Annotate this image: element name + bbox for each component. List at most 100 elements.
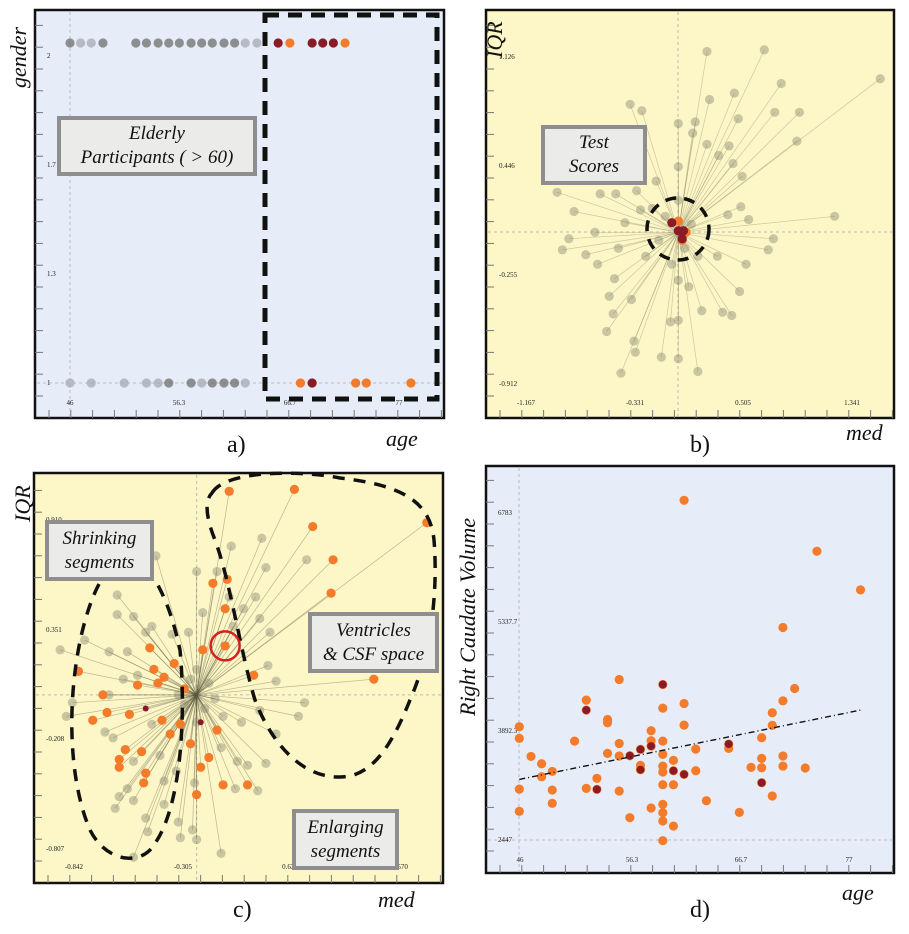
data-point[interactable]: [104, 647, 114, 657]
data-point[interactable]: [406, 378, 416, 388]
data-point[interactable]: [212, 566, 222, 577]
data-point[interactable]: [61, 711, 71, 721]
data-point[interactable]: [228, 621, 238, 631]
data-point[interactable]: [673, 118, 683, 129]
data-point-selected[interactable]: [141, 768, 151, 778]
data-point[interactable]: [251, 592, 261, 602]
data-point-selected[interactable]: [669, 766, 678, 775]
data-point[interactable]: [770, 107, 780, 117]
data-point[interactable]: [625, 813, 635, 823]
data-point-selected[interactable]: [139, 778, 149, 788]
data-point-selected[interactable]: [677, 234, 687, 244]
data-point[interactable]: [658, 767, 668, 777]
data-point[interactable]: [128, 795, 139, 806]
data-point[interactable]: [629, 336, 639, 346]
data-point[interactable]: [255, 613, 265, 624]
data-point[interactable]: [592, 259, 603, 269]
region-outline-shrinking[interactable]: [70, 579, 185, 860]
data-point[interactable]: [592, 773, 602, 783]
data-point[interactable]: [602, 748, 613, 758]
data-point[interactable]: [164, 38, 174, 48]
data-point[interactable]: [654, 235, 664, 245]
data-point[interactable]: [230, 378, 240, 388]
data-point-selected[interactable]: [159, 672, 169, 682]
data-point[interactable]: [98, 38, 108, 48]
data-point[interactable]: [175, 833, 185, 843]
data-point-selected[interactable]: [625, 751, 634, 760]
data-point[interactable]: [658, 780, 668, 790]
data-point[interactable]: [114, 792, 124, 802]
data-point[interactable]: [658, 749, 668, 759]
data-point[interactable]: [702, 46, 712, 57]
data-point[interactable]: [794, 107, 805, 117]
data-point[interactable]: [219, 38, 229, 48]
data-point[interactable]: [537, 772, 547, 782]
data-point[interactable]: [252, 38, 262, 48]
data-point-selected[interactable]: [636, 745, 645, 754]
data-point-selected[interactable]: [204, 752, 214, 763]
data-point[interactable]: [658, 836, 668, 846]
data-point[interactable]: [679, 495, 689, 505]
data-point[interactable]: [641, 251, 651, 261]
data-point[interactable]: [183, 627, 194, 637]
data-point[interactable]: [569, 206, 579, 217]
data-point[interactable]: [658, 816, 668, 826]
data-point-selected[interactable]: [667, 218, 677, 228]
selection-box-elderly[interactable]: [262, 12, 440, 402]
data-point[interactable]: [207, 38, 217, 48]
data-point[interactable]: [547, 798, 557, 808]
data-point[interactable]: [736, 202, 746, 212]
data-point-selected[interactable]: [326, 588, 336, 598]
data-point-selected[interactable]: [678, 226, 689, 236]
data-point[interactable]: [299, 698, 310, 708]
data-point[interactable]: [216, 743, 226, 753]
data-point[interactable]: [635, 205, 646, 215]
data-point[interactable]: [159, 799, 169, 810]
data-point[interactable]: [55, 645, 65, 655]
data-point[interactable]: [646, 726, 656, 736]
data-point[interactable]: [164, 378, 174, 388]
data-point[interactable]: [737, 171, 747, 181]
data-point[interactable]: [261, 563, 271, 573]
data-point[interactable]: [552, 187, 562, 197]
data-point[interactable]: [757, 733, 767, 743]
data-point[interactable]: [128, 756, 139, 766]
data-point[interactable]: [155, 750, 165, 761]
data-point[interactable]: [665, 317, 676, 327]
data-point-selected[interactable]: [175, 719, 185, 729]
data-point-selected[interactable]: [369, 674, 379, 684]
data-point-selected[interactable]: [165, 729, 175, 739]
data-point[interactable]: [147, 719, 157, 729]
data-point[interactable]: [690, 117, 700, 127]
data-point[interactable]: [684, 282, 694, 292]
data-point[interactable]: [658, 808, 668, 818]
data-point[interactable]: [729, 88, 739, 98]
data-point-selected[interactable]: [658, 680, 667, 689]
data-point[interactable]: [697, 306, 707, 316]
data-point[interactable]: [261, 758, 271, 768]
data-point-selected[interactable]: [142, 705, 149, 712]
data-point[interactable]: [767, 708, 777, 718]
data-point[interactable]: [143, 827, 153, 837]
data-point-selected[interactable]: [647, 742, 656, 751]
data-point[interactable]: [65, 38, 75, 48]
data-point[interactable]: [757, 753, 767, 763]
data-point[interactable]: [651, 176, 661, 186]
data-point[interactable]: [131, 38, 141, 48]
data-point[interactable]: [693, 366, 703, 377]
data-point[interactable]: [673, 162, 683, 172]
data-point-selected[interactable]: [98, 690, 108, 700]
data-point[interactable]: [602, 718, 613, 728]
data-point[interactable]: [257, 533, 267, 543]
data-point[interactable]: [122, 784, 132, 794]
data-point[interactable]: [704, 94, 715, 105]
data-point-selected[interactable]: [157, 715, 167, 725]
data-point[interactable]: [569, 736, 580, 746]
data-point[interactable]: [219, 378, 229, 388]
data-point[interactable]: [230, 784, 240, 794]
data-point[interactable]: [253, 786, 263, 796]
data-point[interactable]: [141, 813, 151, 823]
data-point[interactable]: [746, 762, 756, 772]
data-point[interactable]: [67, 698, 77, 708]
data-point[interactable]: [192, 664, 202, 674]
